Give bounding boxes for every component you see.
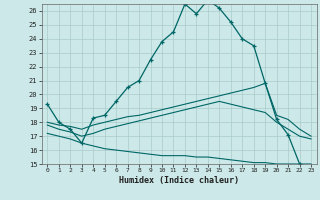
X-axis label: Humidex (Indice chaleur): Humidex (Indice chaleur) [119, 176, 239, 185]
